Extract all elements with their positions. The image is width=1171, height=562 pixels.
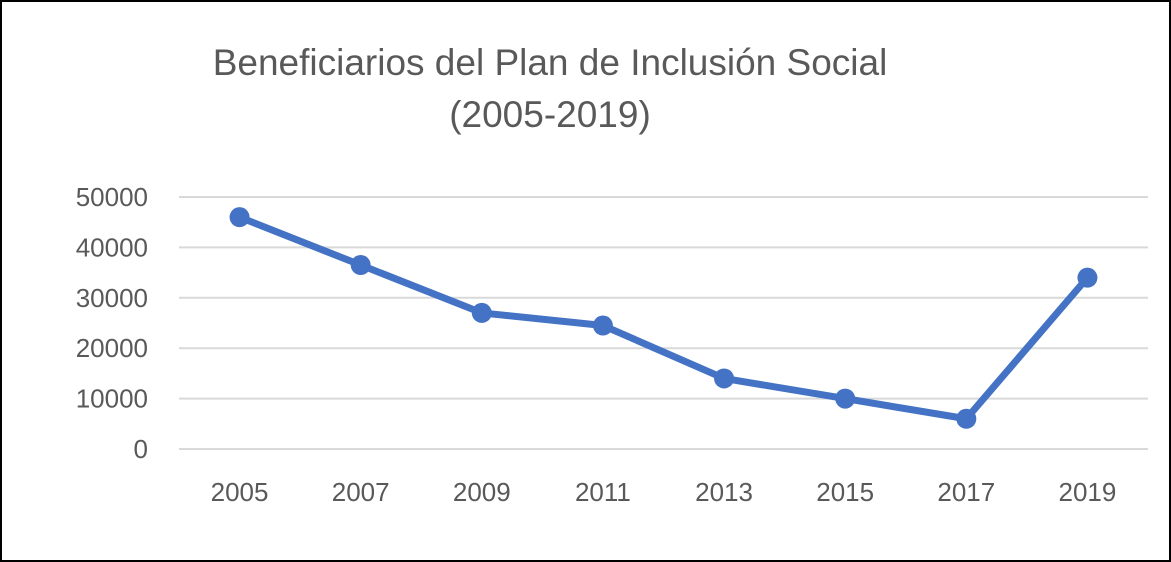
chart-title-line-2: (2005-2019) [449,94,651,135]
gridlines [179,196,1148,450]
data-point-2015 [835,388,856,409]
y-tick-label: 40000 [76,232,148,262]
chart-title: Beneficiarios del Plan de Inclusión Soci… [213,42,888,135]
data-point-2007 [350,255,371,276]
data-point-2009 [471,302,492,323]
series-line-path [236,213,1091,423]
y-tick-label: 50000 [76,182,148,212]
data-point-2019 [1077,267,1098,288]
x-tick-label: 2015 [816,477,874,507]
y-tick-label: 30000 [76,283,148,313]
x-axis-tick-labels: 2005 2007 2009 2011 2013 2015 2017 2019 [211,477,1117,507]
y-axis-tick-labels: 0 10000 20000 30000 40000 50000 [76,182,148,464]
y-tick-label: 0 [134,434,148,464]
data-point-2011 [592,315,613,336]
x-tick-label: 2013 [695,477,753,507]
data-point-2013 [714,368,735,389]
x-tick-label: 2011 [575,477,631,507]
series-line [229,207,1098,429]
x-tick-label: 2009 [453,477,511,507]
x-tick-label: 2005 [211,477,269,507]
y-tick-label: 10000 [76,384,148,414]
data-point-2017 [956,408,977,429]
y-tick-label: 20000 [76,333,148,363]
chart-title-line-1: Beneficiarios del Plan de Inclusión Soci… [213,42,888,83]
x-tick-label: 2007 [332,477,390,507]
data-point-2005 [229,207,250,228]
x-tick-label: 2017 [937,477,995,507]
x-tick-label: 2019 [1059,477,1117,507]
